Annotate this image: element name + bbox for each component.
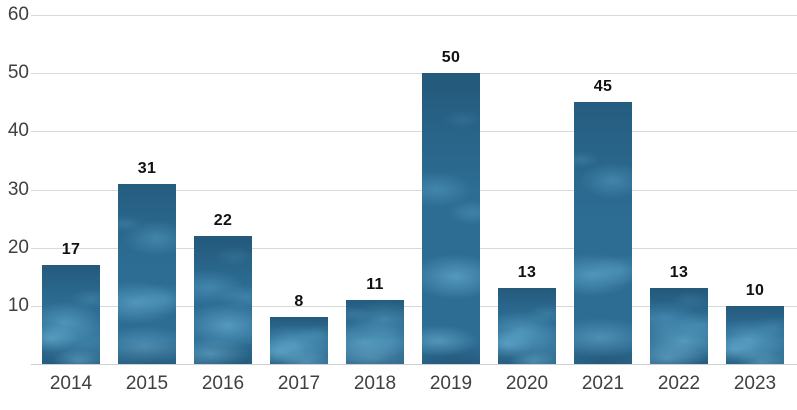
y-tick-label: 20	[7, 237, 29, 258]
bar-value-label: 10	[745, 282, 765, 299]
bar-value-label: 13	[669, 264, 689, 281]
bar-value-label: 50	[441, 49, 461, 66]
bar-value-label: 11	[366, 276, 384, 293]
x-tick-label: 2016	[201, 373, 245, 394]
bar-2019	[422, 73, 480, 364]
x-tick-label: 2015	[125, 373, 169, 394]
bar-2021	[574, 102, 632, 364]
y-tick-label: 10	[7, 295, 29, 316]
x-tick-label: 2021	[581, 373, 625, 394]
x-tick-label: 2022	[657, 373, 701, 394]
bar-2016	[194, 236, 252, 364]
y-tick-label: 30	[7, 179, 29, 200]
x-tick-label: 2023	[733, 373, 777, 394]
x-tick-label: 2018	[353, 373, 397, 394]
bar-value-label: 13	[517, 264, 537, 281]
x-tick-label: 2020	[505, 373, 549, 394]
bar-2015	[118, 184, 176, 364]
bar-value-label: 8	[294, 293, 304, 310]
x-tick-label: 2019	[429, 373, 473, 394]
bar-value-label: 45	[593, 78, 613, 95]
x-tick-label: 2017	[277, 373, 321, 394]
y-tick-label: 50	[7, 62, 29, 83]
bar-value-label: 31	[137, 160, 157, 177]
bar-2018	[346, 300, 404, 364]
gridline	[31, 248, 797, 249]
baseline	[31, 364, 797, 365]
y-tick-label: 40	[7, 120, 29, 141]
bar-2014	[42, 265, 100, 364]
bar-value-label: 22	[213, 212, 233, 229]
gridline	[31, 131, 797, 132]
bar-2020	[498, 288, 556, 364]
x-tick-label: 2014	[49, 373, 93, 394]
gridline	[31, 15, 797, 16]
bar-value-label: 17	[61, 241, 81, 258]
gridline	[31, 190, 797, 191]
gridline	[31, 306, 797, 307]
gridline	[31, 73, 797, 74]
y-tick-label: 60	[7, 4, 29, 25]
bar-2017	[270, 317, 328, 364]
bar-2023	[726, 306, 784, 364]
bar-2022	[650, 288, 708, 364]
